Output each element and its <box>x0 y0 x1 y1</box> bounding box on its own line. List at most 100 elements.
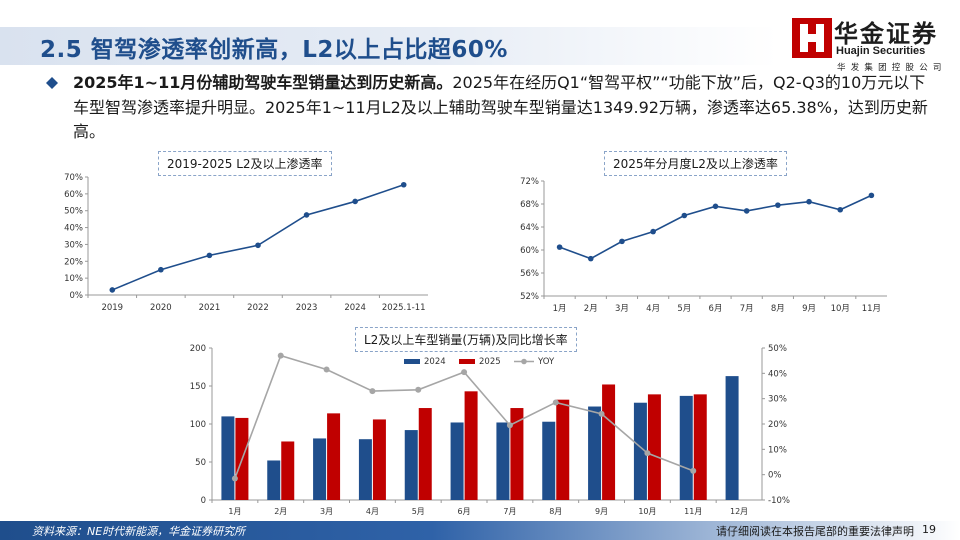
chart3-y-tick-label-right: 0% <box>768 471 782 481</box>
bullet-lead: 2025年1~11月份辅助驾驶车型销量达到历史新高。 <box>73 73 453 92</box>
chart1-x-tick-label: 2022 <box>247 303 269 313</box>
chart2-point <box>775 202 781 208</box>
chart3-bar-2024 <box>725 376 739 500</box>
chart3-bar-2025 <box>647 394 661 500</box>
chart3-x-tick-label: 11月 <box>684 507 702 516</box>
chart3-x-tick-label: 7月 <box>503 507 516 516</box>
company-logo: 华金证券 Huajin Securities 华发集团控股公司 <box>790 14 950 78</box>
chart1-y-tick-label: 20% <box>64 257 83 267</box>
chart2-x-tick-label: 3月 <box>615 304 629 314</box>
chart3-y-tick-label-right: 50% <box>768 344 787 354</box>
chart2-point <box>587 255 594 262</box>
logo-name-en: Huajin Securities <box>836 45 926 57</box>
chart3-bar-2024 <box>404 430 418 500</box>
chart3-y-tick-label-right: 20% <box>768 420 787 430</box>
chart3-y-tick-label-right: 40% <box>768 369 787 379</box>
chart3-bar-2025 <box>372 419 386 500</box>
chart2-y-tick-label: 64% <box>520 223 539 233</box>
chart3-yoy-point <box>690 467 697 474</box>
chart1-point <box>255 242 261 249</box>
chart3-yoy-point <box>552 399 559 406</box>
chart1-y-tick-label: 70% <box>64 173 83 183</box>
bullet-paragraph: 2025年1~11月份辅助驾驶车型销量达到历史新高。2025年在经历Q1“智驾平… <box>46 71 928 145</box>
chart3-legend-yoy-marker <box>521 358 527 365</box>
chart2-y-tick-label: 52% <box>520 292 539 302</box>
chart2-y-tick-label: 72% <box>520 177 539 187</box>
chart3-y-tick-label-left: 100 <box>190 420 206 430</box>
bullet-text: 2025年1~11月份辅助驾驶车型销量达到历史新高。2025年在经历Q1“智驾平… <box>73 71 928 145</box>
chart3-y-tick-label-right: -10% <box>768 496 790 506</box>
chart2-y-tick-label: 56% <box>520 269 539 279</box>
chart3-y-tick-label-left: 0 <box>201 496 206 506</box>
chart1-line-series <box>111 183 404 291</box>
chart3-legend-yoy-label: YOY <box>537 357 555 367</box>
chart2-point <box>712 203 719 210</box>
chart1-point <box>303 212 310 218</box>
chart2-x-tick-label: 1月 <box>553 304 567 314</box>
chart1-point <box>352 198 358 205</box>
chart2-y-tick-label: 60% <box>520 246 539 256</box>
chart1-y-tick-label: 40% <box>64 224 83 234</box>
chart2-x-tick-label: 2月 <box>584 304 598 314</box>
chart2-x-tick-label: 6月 <box>709 304 723 314</box>
footer-source: 资料来源：NE时代新能源，华金证券研究所 <box>32 525 246 538</box>
chart1-y-tick-label: 30% <box>64 240 83 250</box>
chart3-x-tick-label: 5月 <box>412 507 425 516</box>
chart2-point <box>681 212 688 219</box>
chart3-x-tick-label: 6月 <box>458 507 471 516</box>
huajin-logo-icon <box>792 18 832 58</box>
chart3-y-tick-label-left: 50 <box>195 458 206 468</box>
chart3-y-tick-label-right: 30% <box>768 395 787 405</box>
chart3-bar-2024 <box>588 406 602 500</box>
chart2-point <box>619 238 625 245</box>
title-bar <box>0 27 778 65</box>
chart3-yoy-point <box>277 352 284 359</box>
chart3-bar-2024 <box>221 416 235 500</box>
chart3-yoy-point <box>415 386 422 393</box>
chart3-bar-2024 <box>496 422 510 500</box>
chart3-bar-2024 <box>542 421 556 500</box>
chart1-y-tick-label: 50% <box>64 207 83 217</box>
chart1-x-tick-label: 2021 <box>199 303 221 313</box>
chart2-point <box>837 206 844 213</box>
chart3-bar-2024 <box>358 439 372 500</box>
chart3-legend-2024-swatch <box>404 359 420 364</box>
logo-subtitle: 华发集团控股公司 <box>837 63 947 73</box>
chart3-x-tick-label: 1月 <box>228 507 241 516</box>
chart3-bar-2025 <box>327 413 341 500</box>
chart3-x-tick-label: 3月 <box>320 507 333 516</box>
chart1-y-tick-label: 0% <box>70 291 84 301</box>
chart3-bar-2024 <box>450 422 464 500</box>
chart3-bar-2024 <box>267 460 281 500</box>
chart3-bar-2025 <box>556 399 570 500</box>
chart2-point <box>650 228 656 235</box>
chart2-x-tick-label: 10月 <box>831 304 850 314</box>
chart2-point <box>743 208 750 214</box>
chart3-x-tick-label: 8月 <box>549 507 562 516</box>
bullet-body: 2025年在经历Q1“智驾平权”“功能下放”后，Q2-Q3的10万元以下车型智驾… <box>73 73 928 141</box>
chart3-x-tick-label: 4月 <box>366 507 379 516</box>
chart2-x-tick-label: 11月 <box>862 304 881 314</box>
chart3-x-tick-label: 10月 <box>638 507 656 516</box>
footer-disclaimer: 请仔细阅读在本报告尾部的重要法律声明 <box>716 525 914 538</box>
chart2-x-tick-label: 4月 <box>646 304 660 314</box>
chart3-yoy-point <box>323 366 330 373</box>
chart3-yoy-point <box>231 475 238 482</box>
footer-bar <box>0 521 960 540</box>
chart1-x-tick-label: 2019 <box>101 303 123 313</box>
chart3-y-tick-label-left: 200 <box>190 344 206 354</box>
chart3-legend-2025-label: 2025 <box>479 357 501 367</box>
chart3-bar-2025 <box>281 441 295 500</box>
chart2-x-tick-label: 5月 <box>677 304 691 314</box>
chart2-title: 2025年分月度L2及以上渗透率 <box>604 151 787 176</box>
diamond-bullet-icon <box>46 77 58 89</box>
chart3-yoy-point <box>461 369 468 376</box>
chart2-point <box>806 198 812 205</box>
chart1-x-tick-label: 2023 <box>296 303 318 313</box>
chart1-x-tick-label: 2020 <box>150 303 172 313</box>
chart3-title: L2及以上车型销量(万辆)及同比增长率 <box>355 327 577 352</box>
chart1-point <box>206 252 213 259</box>
chart3-bar-2025 <box>602 384 616 500</box>
chart3-yoy-point <box>598 410 605 417</box>
